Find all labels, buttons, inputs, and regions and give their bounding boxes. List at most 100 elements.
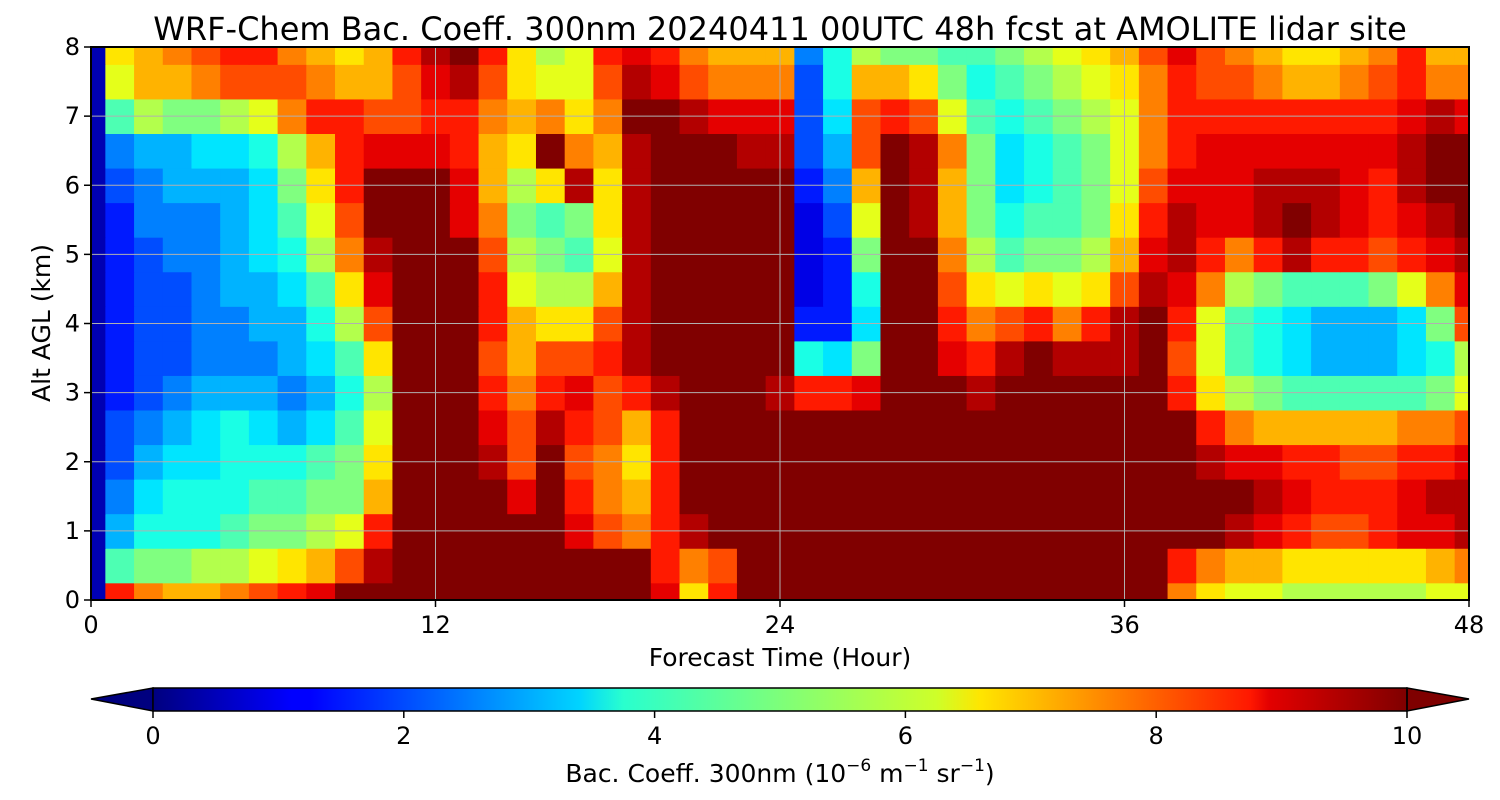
heatmap-cell [1224,340,1255,376]
heatmap-cell [1425,47,1456,65]
heatmap-cell [220,409,250,446]
heatmap-cell [1052,271,1083,307]
heatmap-cell [1282,64,1312,100]
colorbar-tick-label: 10 [1392,722,1423,750]
heatmap-cell [1425,133,1456,169]
heatmap-cell [507,47,537,65]
heatmap-cell [1024,271,1054,307]
heatmap-cell [248,133,279,169]
heatmap-cell [1024,133,1054,169]
heatmap-cell [1052,409,1083,446]
heatmap-cell [1081,202,1111,238]
colorbar-label-exponent-3: −1 [960,756,985,776]
heatmap-cell [535,202,566,238]
heatmap-cell [650,202,681,238]
heatmap-cell [564,202,594,238]
heatmap-cell [335,47,365,65]
heatmap-cell [593,202,623,238]
heatmap-cell [363,409,394,446]
heatmap-cell [966,409,996,446]
heatmap-cell [1339,582,1370,600]
heatmap-cell [650,133,681,169]
heatmap-cell [363,479,394,515]
y-tick-label: 6 [65,171,80,199]
heatmap-cell [335,548,365,584]
heatmap-cell [105,479,135,515]
heatmap-cell [134,409,164,446]
heatmap-cell [823,340,853,376]
heatmap-cell [851,47,882,65]
heatmap-cell [91,409,106,446]
heatmap-cell [1024,47,1054,65]
heatmap-cell [995,64,1025,100]
heatmap-cell [1397,582,1427,600]
heatmap-cell [220,47,250,65]
heatmap-cell [880,133,910,169]
heatmap-cell [191,479,221,515]
heatmap-cell [449,340,480,376]
heatmap-cell [1196,271,1226,307]
heatmap-cell [1081,582,1111,600]
heatmap-cell [248,340,279,376]
heatmap-cell [564,548,594,584]
heatmap-cell [105,409,135,446]
heatmap-cell [1224,133,1255,169]
heatmap-cell [134,582,164,600]
heatmap-cell [535,64,566,100]
heatmap-cell [248,582,279,600]
heatmap-cell [1454,133,1469,169]
heatmap-cell [478,64,508,100]
heatmap-cell [1425,479,1456,515]
heatmap-cell [1253,133,1283,169]
heatmap-cell [91,202,106,238]
heatmap-cell [1368,409,1398,446]
heatmap-cell [191,409,221,446]
heatmap-cell [335,271,365,307]
heatmap-cell [1454,409,1469,446]
heatmap-cell [1253,340,1283,376]
heatmap-cell [937,271,968,307]
heatmap-cell [162,271,193,307]
heatmap-cell [1368,548,1398,584]
heatmap-cell [335,479,365,515]
heatmap-cell [679,47,709,65]
heatmap-cell [995,271,1025,307]
heatmap-cell [1024,479,1054,515]
heatmap-cell [995,133,1025,169]
heatmap-cell [1454,64,1469,100]
heatmap-cell [995,409,1025,446]
heatmap-cell [277,64,307,100]
heatmap-cell [335,409,365,446]
heatmap-cell [564,64,594,100]
heatmap-cell [449,271,480,307]
heatmap-cell [909,202,939,238]
heatmap-cell [880,64,910,100]
heatmap-cell [1454,548,1469,584]
heatmap-cell [277,47,307,65]
heatmap-cell [478,409,508,446]
colorbar-ticks: 0 2 4 6 8 10 [145,711,1422,750]
heatmap-cell [1167,202,1197,238]
heatmap-cell [1397,64,1427,100]
heatmap-cell [449,582,480,600]
heatmap-cell [335,202,365,238]
heatmap-cell [134,202,164,238]
heatmap-cell [593,479,623,515]
heatmap-cell [622,47,652,65]
heatmap-cell [622,271,652,307]
colorbar-tick-label: 4 [647,722,662,750]
heatmap-cell [1138,340,1169,376]
heatmap-cell [134,479,164,515]
heatmap-cell [449,479,480,515]
heatmap-cell [1167,271,1197,307]
heatmap-cell [1282,409,1312,446]
heatmap-cell [1196,479,1226,515]
heatmap-cell [392,271,422,307]
heatmap-cell [1081,548,1111,584]
heatmap-cell [449,133,480,169]
heatmap-cell [851,479,882,515]
heatmap-cell [823,47,853,65]
heatmap-cell [650,479,681,515]
heatmap-cell [191,548,221,584]
